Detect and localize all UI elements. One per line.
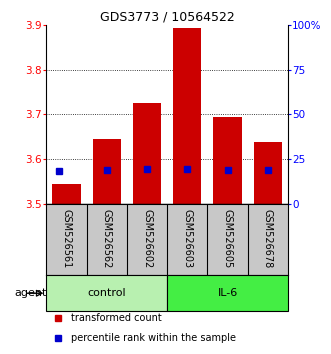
Text: control: control: [87, 288, 126, 298]
Bar: [93, 139, 121, 204]
Bar: [213, 116, 242, 204]
Text: GSM526605: GSM526605: [222, 210, 233, 269]
Bar: [173, 28, 201, 204]
Bar: [133, 103, 161, 204]
Bar: [52, 184, 80, 204]
Title: GDS3773 / 10564522: GDS3773 / 10564522: [100, 11, 235, 24]
Text: GSM526602: GSM526602: [142, 210, 152, 269]
Text: GSM526562: GSM526562: [102, 210, 112, 269]
Text: GSM526561: GSM526561: [62, 210, 71, 269]
Bar: [254, 142, 282, 204]
Text: percentile rank within the sample: percentile rank within the sample: [71, 333, 235, 343]
Bar: [46, 275, 167, 311]
Text: agent: agent: [14, 288, 46, 298]
Text: GSM526678: GSM526678: [263, 210, 273, 269]
Text: GSM526603: GSM526603: [182, 210, 192, 269]
Text: transformed count: transformed count: [71, 313, 161, 323]
Bar: [167, 275, 288, 311]
Text: IL-6: IL-6: [217, 288, 238, 298]
